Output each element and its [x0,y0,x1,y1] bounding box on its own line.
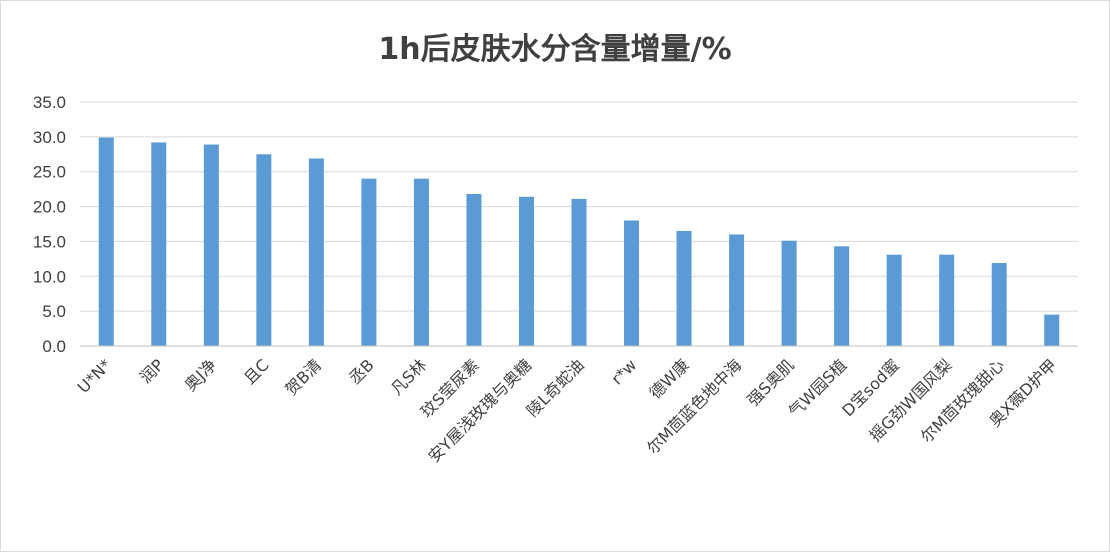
x-tick-label: r*w [607,355,640,388]
bar [518,196,534,346]
y-tick-label: 35.0 [33,93,66,112]
y-axis-ticks: 0.0 5.0 10.0 15.0 20.0 25.0 30.0 35.0 [33,93,66,356]
x-tick-label: 润P [136,355,168,387]
x-tick-label: 丞B [345,355,378,388]
y-tick-label: 25.0 [33,163,66,182]
bar [676,230,692,346]
x-tick-label: 贺B清 [281,355,325,399]
y-tick-label: 15.0 [33,232,66,251]
x-tick-label: 德W康 [646,355,693,402]
bar [256,154,272,346]
bar [729,234,745,346]
bar [361,178,377,346]
y-tick-label: 30.0 [33,128,66,147]
x-tick-label: 气W园S植 [785,355,851,421]
bar [466,194,482,346]
x-tick-label: 尔M茴蓝色地中海 [643,355,745,457]
y-tick-label: 20.0 [33,198,66,217]
bar [203,144,219,346]
bar [308,158,324,346]
bar [834,246,850,346]
bar [98,137,114,346]
bar [624,220,640,346]
bar [886,254,902,346]
bar [781,240,797,346]
x-tick-label: 奥J净 [181,355,220,394]
chart-title: 1h后皮肤水分含量增量/% [378,32,732,67]
x-tick-label: 陵L奇蛇油 [523,355,588,420]
y-tick-label: 5.0 [42,302,66,321]
x-tick-label: U*N* [74,355,115,396]
bar [1044,314,1060,346]
bar [151,142,167,346]
x-tick-label: 安Y屋浅玫瑰与奥糖 [424,355,535,466]
bar [991,263,1007,346]
y-tick-label: 0.0 [42,337,66,356]
bar [413,178,429,346]
bar [939,254,955,346]
x-tick-label: 凡S林 [387,355,430,398]
y-tick-label: 10.0 [33,267,66,286]
bar [571,198,587,346]
x-tick-label: 且C [240,355,273,388]
bars [98,137,1060,346]
